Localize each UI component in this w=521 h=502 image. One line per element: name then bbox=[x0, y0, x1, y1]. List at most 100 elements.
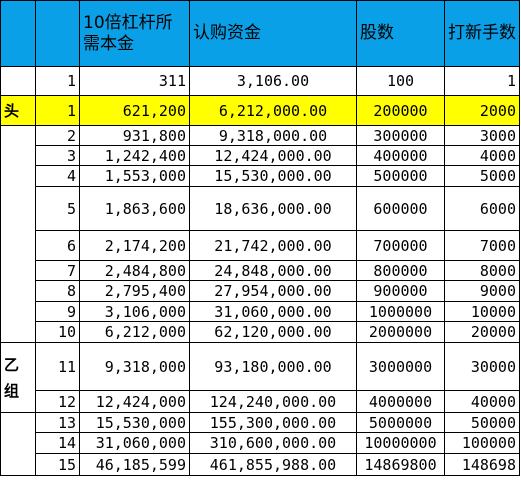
shares-cell[interactable]: 14869800 bbox=[356, 453, 445, 476]
lots-cell[interactable]: 100000 bbox=[444, 432, 520, 454]
shares-cell[interactable]: 600000 bbox=[356, 186, 445, 231]
capital-cell[interactable]: 1,553,000 bbox=[79, 165, 190, 187]
lots-cell[interactable]: 7000 bbox=[444, 230, 520, 261]
capital-cell[interactable]: 2,795,400 bbox=[79, 280, 190, 302]
subscription-cell[interactable]: 27,954,000.00 bbox=[189, 280, 357, 302]
capital-cell[interactable]: 1,863,600 bbox=[79, 186, 190, 231]
subscription-cell[interactable]: 155,300,000.00 bbox=[189, 412, 357, 433]
capital-cell[interactable]: 311 bbox=[79, 66, 190, 96]
capital-cell[interactable]: 1,242,400 bbox=[79, 145, 190, 166]
lots-cell[interactable]: 5000 bbox=[444, 165, 520, 187]
row-index[interactable]: 10 bbox=[35, 321, 80, 343]
capital-cell[interactable]: 2,174,200 bbox=[79, 230, 190, 261]
lots-cell[interactable]: 1 bbox=[444, 66, 520, 96]
group-cell-empty[interactable] bbox=[0, 66, 36, 96]
shares-cell[interactable]: 300000 bbox=[356, 125, 445, 146]
group-label-head[interactable]: 头 bbox=[0, 95, 36, 126]
shares-cell[interactable]: 4000000 bbox=[356, 390, 445, 413]
subscription-cell[interactable]: 15,530,000.00 bbox=[189, 165, 357, 187]
subscription-cell[interactable]: 24,848,000.00 bbox=[189, 260, 357, 281]
capital-cell[interactable]: 621,200 bbox=[79, 95, 190, 126]
subscription-cell[interactable]: 310,600,000.00 bbox=[189, 432, 357, 454]
shares-cell[interactable]: 2000000 bbox=[356, 321, 445, 343]
shares-cell[interactable]: 400000 bbox=[356, 145, 445, 166]
row-index[interactable]: 6 bbox=[35, 230, 80, 261]
capital-cell[interactable]: 9,318,000 bbox=[79, 342, 190, 391]
row-index[interactable]: 14 bbox=[35, 432, 80, 454]
capital-cell[interactable]: 6,212,000 bbox=[79, 321, 190, 343]
subscription-cell[interactable]: 6,212,000.00 bbox=[189, 95, 357, 126]
lots-cell[interactable]: 30000 bbox=[444, 342, 520, 391]
shares-cell[interactable]: 500000 bbox=[356, 165, 445, 187]
shares-cell[interactable]: 800000 bbox=[356, 260, 445, 281]
capital-cell[interactable]: 46,185,599 bbox=[79, 453, 190, 476]
header-cell-group[interactable] bbox=[0, 0, 36, 67]
capital-cell[interactable]: 931,800 bbox=[79, 125, 190, 146]
table-row: 9 3,106,000 31,060,000.00 1000000 10000 bbox=[1, 301, 520, 322]
subscription-cell[interactable]: 93,180,000.00 bbox=[189, 342, 357, 391]
lots-cell[interactable]: 148698 bbox=[444, 453, 520, 476]
capital-cell[interactable]: 2,484,800 bbox=[79, 260, 190, 281]
subscription-cell[interactable]: 3,106.00 bbox=[189, 66, 357, 96]
row-index[interactable]: 3 bbox=[35, 145, 80, 166]
shares-cell[interactable]: 900000 bbox=[356, 280, 445, 302]
row-index[interactable]: 5 bbox=[35, 186, 80, 231]
subscription-cell[interactable]: 461,855,988.00 bbox=[189, 453, 357, 476]
group-cell-empty[interactable] bbox=[0, 412, 36, 476]
subscription-cell[interactable]: 18,636,000.00 bbox=[189, 186, 357, 231]
group-label-zu: 组 bbox=[4, 381, 20, 400]
group-label-yi-zu[interactable]: 乙 组 bbox=[0, 342, 36, 413]
table-row: 7 2,484,800 24,848,000.00 800000 8000 bbox=[1, 260, 520, 281]
lots-cell[interactable]: 9000 bbox=[444, 280, 520, 302]
row-index[interactable]: 8 bbox=[35, 280, 80, 302]
capital-cell[interactable]: 3,106,000 bbox=[79, 301, 190, 322]
subscription-cell[interactable]: 9,318,000.00 bbox=[189, 125, 357, 146]
header-shares[interactable]: 股数 bbox=[356, 0, 445, 67]
subscription-cell[interactable]: 124,240,000.00 bbox=[189, 390, 357, 413]
header-capital[interactable]: 10倍杠杆所需本金 bbox=[79, 0, 190, 67]
capital-cell[interactable]: 12,424,000 bbox=[79, 390, 190, 413]
lots-cell[interactable]: 40000 bbox=[444, 390, 520, 413]
lots-cell[interactable]: 20000 bbox=[444, 321, 520, 343]
capital-cell[interactable]: 31,060,000 bbox=[79, 432, 190, 454]
row-index[interactable]: 13 bbox=[35, 412, 80, 433]
group-cell-empty[interactable] bbox=[0, 125, 36, 343]
row-index[interactable]: 1 bbox=[35, 95, 80, 126]
table-row: 3 1,242,400 12,424,000.00 400000 4000 bbox=[1, 145, 520, 166]
row-index[interactable]: 2 bbox=[35, 125, 80, 146]
table-row: 乙 组 11 9,318,000 93,180,000.00 3000000 3… bbox=[0, 342, 520, 413]
row-index[interactable]: 7 bbox=[35, 260, 80, 281]
subscription-cell[interactable]: 21,742,000.00 bbox=[189, 230, 357, 261]
row-index[interactable]: 11 bbox=[35, 342, 80, 391]
lots-cell[interactable]: 10000 bbox=[444, 301, 520, 322]
lots-cell[interactable]: 2000 bbox=[444, 95, 520, 126]
row-index[interactable]: 9 bbox=[35, 301, 80, 322]
row-index[interactable]: 1 bbox=[35, 66, 80, 96]
shares-cell[interactable]: 1000000 bbox=[356, 301, 445, 322]
subscription-cell[interactable]: 62,120,000.00 bbox=[189, 321, 357, 343]
table-row: 12 12,424,000 124,240,000.00 4000000 400… bbox=[1, 390, 520, 413]
header-row: 10倍杠杆所需本金 认购资金 股数 打新手数 bbox=[0, 0, 520, 67]
shares-cell[interactable]: 5000000 bbox=[356, 412, 445, 433]
lots-cell[interactable]: 4000 bbox=[444, 145, 520, 166]
subscription-cell[interactable]: 12,424,000.00 bbox=[189, 145, 357, 166]
shares-cell[interactable]: 3000000 bbox=[356, 342, 445, 391]
shares-cell[interactable]: 200000 bbox=[356, 95, 445, 126]
row-index[interactable]: 4 bbox=[35, 165, 80, 187]
capital-cell[interactable]: 15,530,000 bbox=[79, 412, 190, 433]
row-index[interactable]: 12 bbox=[35, 390, 80, 413]
shares-cell[interactable]: 100 bbox=[356, 66, 445, 96]
table-row: 4 1,553,000 15,530,000.00 500000 5000 bbox=[1, 165, 520, 187]
shares-cell[interactable]: 10000000 bbox=[356, 432, 445, 454]
lots-cell[interactable]: 6000 bbox=[444, 186, 520, 231]
shares-cell[interactable]: 700000 bbox=[356, 230, 445, 261]
header-lots[interactable]: 打新手数 bbox=[444, 0, 520, 67]
lots-cell[interactable]: 50000 bbox=[444, 412, 520, 433]
subscription-cell[interactable]: 31,060,000.00 bbox=[189, 301, 357, 322]
row-index[interactable]: 15 bbox=[35, 453, 80, 476]
lots-cell[interactable]: 8000 bbox=[444, 260, 520, 281]
lots-cell[interactable]: 3000 bbox=[444, 125, 520, 146]
header-subscription[interactable]: 认购资金 bbox=[189, 0, 357, 67]
header-cell-index[interactable] bbox=[35, 0, 80, 67]
